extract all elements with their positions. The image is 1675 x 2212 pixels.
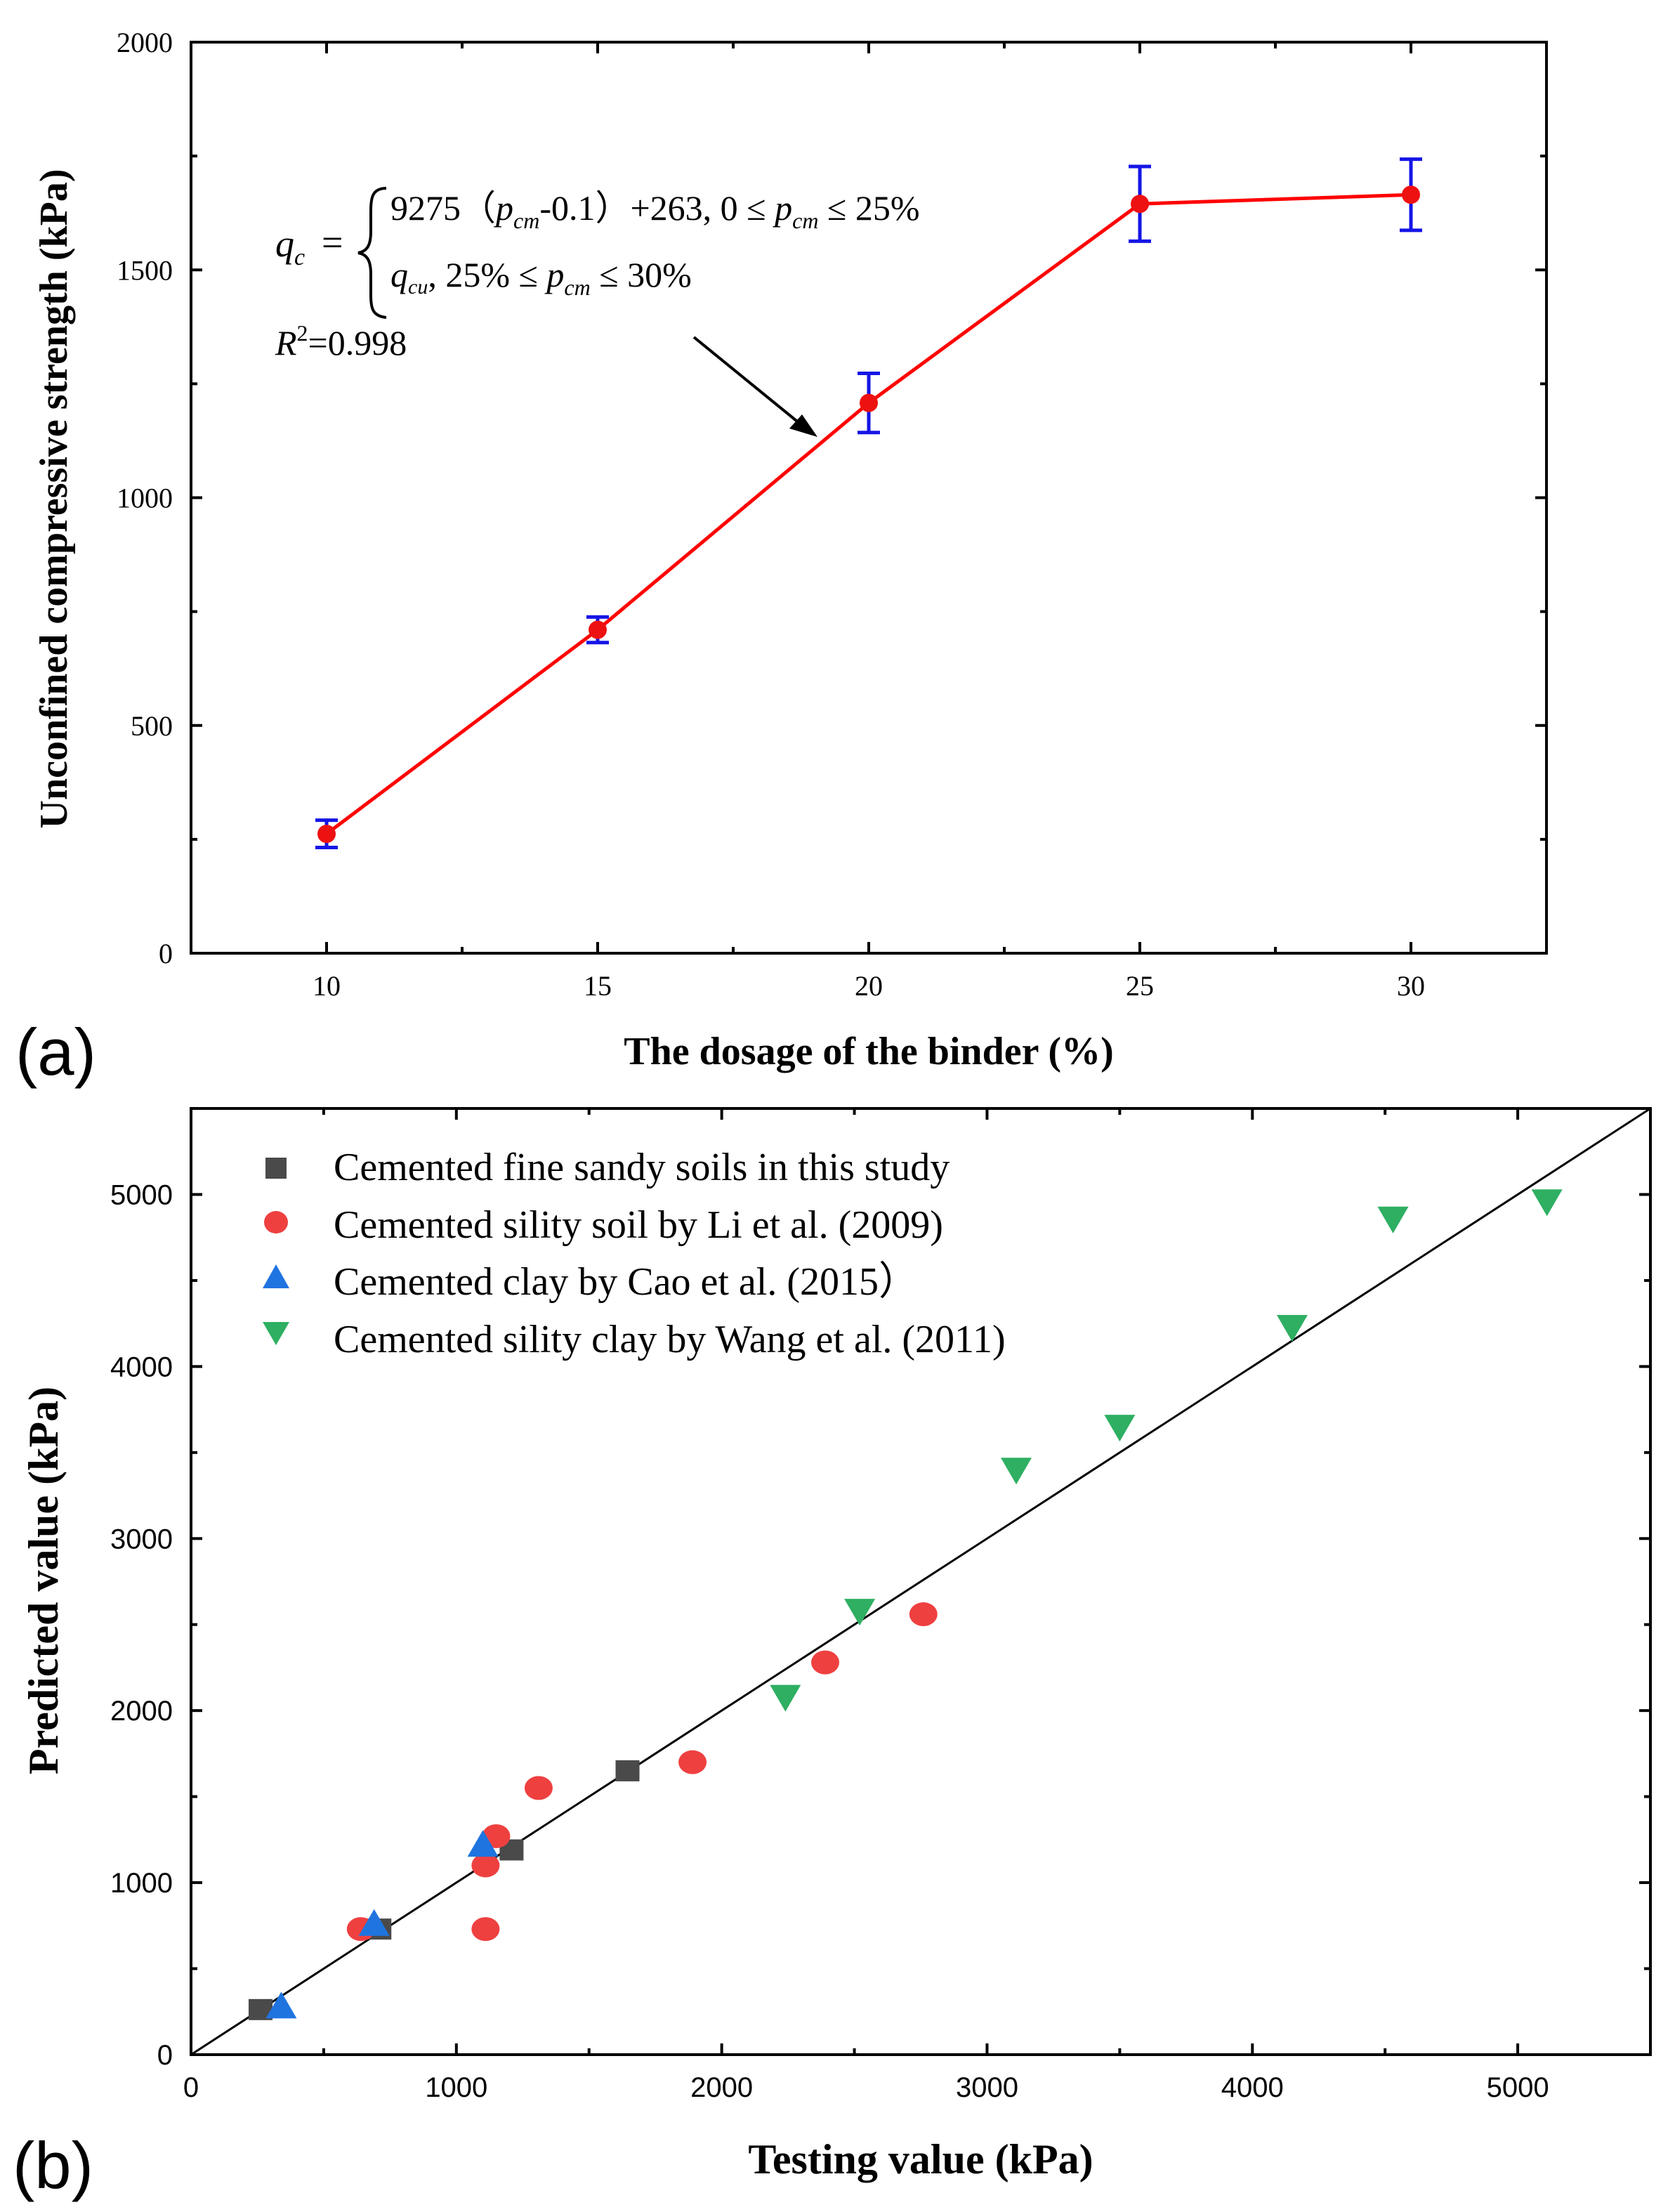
y-tick-label: 0 xyxy=(157,2040,173,2071)
triangle-down-point xyxy=(1001,1458,1032,1485)
x-tick-label: 10 xyxy=(313,970,341,1002)
y-tick-label: 500 xyxy=(131,710,173,742)
triangle-down-point xyxy=(1104,1415,1136,1442)
y-tick-label: 1000 xyxy=(110,1868,173,1899)
series-triangle-down xyxy=(770,1189,1563,1712)
data-point xyxy=(589,620,607,639)
series-circle xyxy=(346,1602,938,1942)
x-tick-label: 30 xyxy=(1397,970,1425,1002)
triangle-up-point xyxy=(265,1991,297,2019)
reference-line-y-equals-x xyxy=(190,1107,1651,2056)
annotation-arrow xyxy=(692,336,817,437)
data-point xyxy=(1131,195,1149,214)
legend-triangle-down-marker xyxy=(263,1322,289,1345)
equation-case-2: qcu, 25% ≤ pcm ≤ 30% xyxy=(390,255,692,300)
circle-point xyxy=(524,1776,553,1800)
panel-a-x-axis-title: The dosage of the binder (%) xyxy=(624,1030,1113,1073)
panel-b-ticks: 0 1000 2000 3000 4000 5000 0 1000 2000 3000 4000 50… xyxy=(110,1108,1650,2103)
triangle-down-point xyxy=(844,1599,876,1626)
triangle-down-point xyxy=(1276,1315,1308,1342)
panel-b-label: (b) xyxy=(13,2128,93,2202)
x-tick-label: 5000 xyxy=(1487,2072,1549,2103)
equation-case-1: 9275（pcm-0.1）+263, 0 ≤ pcm ≤ 25% xyxy=(390,188,920,233)
y-tick-label: 3000 xyxy=(110,1524,173,1555)
panel-a-plot-frame xyxy=(190,41,1548,955)
legend-label: Cemented sility clay by Wang et al. (201… xyxy=(334,1318,1006,1361)
x-tick-label: 15 xyxy=(584,970,612,1002)
x-tick-label: 3000 xyxy=(956,2072,1018,2103)
legend-label: Cemented fine sandy soils in this study xyxy=(334,1146,950,1189)
panel-a-ticks: 10 15 20 25 30 0 500 1000 1500 2000 xyxy=(117,27,1548,1002)
panel-b: 0 1000 2000 3000 4000 5000 0 1000 2000 3000 4000 50… xyxy=(13,1107,1652,2202)
equation-equals: = xyxy=(322,221,343,263)
equation-brace xyxy=(357,187,387,319)
x-tick-label: 0 xyxy=(183,2072,199,2103)
x-tick-label: 1000 xyxy=(425,2072,487,2103)
legend-triangle-up-marker xyxy=(263,1264,289,1288)
equation-lhs: qc xyxy=(275,223,305,270)
r-squared-label: R2=0.998 xyxy=(275,320,407,362)
panel-a-series xyxy=(315,157,1422,850)
panel-a-y-axis-title: Unconfined compressive strength (kPa) xyxy=(32,169,76,828)
circle-point xyxy=(810,1650,839,1675)
panel-b-plot-frame xyxy=(190,1107,1652,2056)
x-tick-label: 2000 xyxy=(690,2072,753,2103)
panel-b-x-axis-title: Testing value (kPa) xyxy=(748,2136,1093,2182)
legend-circle-marker xyxy=(264,1211,288,1233)
panel-a: 10 15 20 25 30 0 500 1000 1500 2000 qc = 9275（pcm… xyxy=(15,27,1548,1089)
legend-item-li-2009: Cemented sility soil by Li et al. (2009) xyxy=(264,1203,943,1247)
y-tick-label: 2000 xyxy=(117,27,173,58)
circle-point xyxy=(678,1750,707,1774)
y-tick-label: 0 xyxy=(159,938,173,969)
circle-point xyxy=(471,1917,500,1942)
legend-square-marker xyxy=(265,1158,287,1179)
x-tick-label: 4000 xyxy=(1221,2072,1284,2103)
panel-a-label: (a) xyxy=(15,1015,96,1089)
triangle-up-point xyxy=(358,1909,390,1936)
legend-label: Cemented sility soil by Li et al. (2009) xyxy=(334,1203,943,1247)
y-tick-label: 5000 xyxy=(110,1179,173,1210)
y-tick-label: 4000 xyxy=(110,1352,173,1382)
data-point xyxy=(317,825,336,844)
data-point xyxy=(860,393,878,412)
legend-label: Cemented clay by Cao et al. (2015） xyxy=(334,1260,918,1304)
y-tick-label: 1500 xyxy=(117,254,173,286)
panel-b-series xyxy=(248,1189,1563,2020)
triangle-down-point xyxy=(1377,1206,1409,1233)
x-tick-label: 25 xyxy=(1126,970,1154,1002)
legend-item-this-study: Cemented fine sandy soils in this study xyxy=(265,1146,950,1189)
y-tick-label: 1000 xyxy=(117,483,173,514)
panel-a-equation: qc = 9275（pcm-0.1）+263, 0 ≤ pcm ≤ 25% qc… xyxy=(275,187,920,362)
triangle-up-point xyxy=(467,1830,499,1857)
panel-b-y-axis-title: Predicted value (kPa) xyxy=(20,1387,67,1774)
x-tick-label: 20 xyxy=(855,970,883,1002)
square-point xyxy=(615,1760,640,1781)
triangle-down-point xyxy=(1531,1189,1563,1217)
y-tick-label: 2000 xyxy=(110,1696,173,1727)
legend-item-wang-2011: Cemented sility clay by Wang et al. (201… xyxy=(263,1318,1006,1361)
circle-point xyxy=(909,1602,938,1627)
circle-point xyxy=(471,1853,500,1878)
legend-item-cao-2015: Cemented clay by Cao et al. (2015） xyxy=(263,1260,918,1304)
data-point xyxy=(1402,185,1420,204)
triangle-down-point xyxy=(770,1684,801,1712)
legend: Cemented fine sandy soils in this study … xyxy=(263,1146,1006,1361)
series-triangle-up xyxy=(265,1830,499,2019)
